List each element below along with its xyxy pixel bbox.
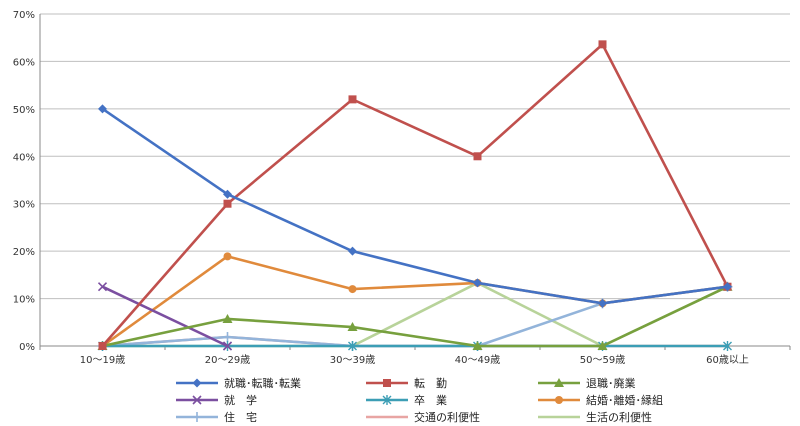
- y-tick-label: 30%: [13, 200, 35, 211]
- x-tick-label: 20～29歳: [205, 354, 250, 366]
- legend-item: 就職･転職･転業: [176, 376, 301, 390]
- y-tick-label: 10%: [13, 295, 35, 306]
- data-point: [723, 282, 732, 292]
- data-point: [348, 341, 357, 351]
- data-point: [348, 285, 357, 294]
- y-tick-label: 0%: [19, 342, 35, 353]
- y-tick-label: 50%: [13, 105, 35, 116]
- data-point: [222, 331, 233, 342]
- data-point: [382, 395, 392, 405]
- y-tick-label: 20%: [13, 247, 35, 258]
- data-point: [192, 395, 202, 405]
- series-line: [102, 285, 729, 348]
- data-point: [98, 342, 107, 350]
- data-point: [348, 95, 357, 104]
- legend-item: 退職･廃業: [538, 376, 636, 390]
- legend-label: 就職･転職･転業: [224, 376, 301, 390]
- legend-item: 結婚･離婚･縁組: [538, 393, 663, 407]
- series-lines: [97, 40, 733, 351]
- series-6: [97, 281, 733, 351]
- data-point: [472, 341, 483, 350]
- legend-item: 生活の利便性: [538, 410, 652, 424]
- gridlines: [40, 13, 790, 347]
- data-point: [473, 278, 482, 288]
- x-tick-label: 10～19歳: [80, 354, 125, 366]
- data-point: [223, 199, 232, 208]
- data-point: [192, 412, 202, 422]
- legend-item: 就 学: [176, 393, 257, 407]
- series-line: [101, 43, 729, 347]
- series-1: [98, 40, 732, 350]
- data-point: [222, 313, 233, 323]
- data-point: [554, 378, 564, 387]
- legend-item: 転 勤: [366, 377, 447, 390]
- data-point: [598, 40, 607, 49]
- y-tick-label: 70%: [13, 10, 35, 21]
- data-point: [348, 246, 357, 256]
- legend-label: 交通の利便性: [414, 410, 480, 424]
- data-point: [223, 189, 232, 199]
- data-point: [98, 104, 107, 114]
- data-point: [555, 396, 563, 404]
- x-tick-label: 50～59歳: [580, 354, 625, 366]
- x-tick-label: 30～39歳: [330, 354, 375, 366]
- legend-label: 住 宅: [224, 410, 257, 424]
- axes: 0% 10% 20% 30% 40% 50% 60% 70% 10～19歳 20～29歳 30～39…: [13, 10, 791, 366]
- data-point: [598, 298, 607, 308]
- data-point: [597, 341, 608, 350]
- series-line: [101, 107, 728, 305]
- legend-label: 退職･廃業: [586, 376, 636, 390]
- data-point: [383, 379, 391, 387]
- legend-item: 卒 業: [366, 393, 447, 407]
- y-tick-label: 60%: [13, 57, 35, 68]
- data-point: [473, 152, 482, 161]
- legend-item: 住 宅: [176, 410, 257, 424]
- data-point: [223, 252, 232, 261]
- series-line: [101, 285, 229, 348]
- legend-label: 結婚･離婚･縁組: [586, 393, 663, 407]
- data-point: [222, 341, 233, 351]
- data-point: [347, 322, 358, 332]
- legend-label: 就 学: [224, 393, 257, 407]
- legend-label: 転 勤: [414, 377, 447, 390]
- series-3: [97, 282, 233, 351]
- x-tick-label: 60歳以上: [706, 354, 749, 366]
- legend-label: 卒 業: [414, 393, 447, 407]
- x-tick-label: 40～49歳: [455, 354, 500, 366]
- y-tick-label: 40%: [13, 152, 35, 163]
- series-0: [98, 104, 732, 308]
- data-point: [192, 378, 202, 388]
- legend: 就職･転職･転業 転 勤 退職･廃業就 学 卒 業 結婚･離婚･縁組住 宅 交通の利便性 生…: [176, 376, 663, 424]
- legend-item: 交通の利便性: [366, 410, 480, 424]
- data-point: [723, 341, 732, 351]
- data-point: [97, 282, 108, 292]
- legend-label: 生活の利便性: [586, 410, 652, 424]
